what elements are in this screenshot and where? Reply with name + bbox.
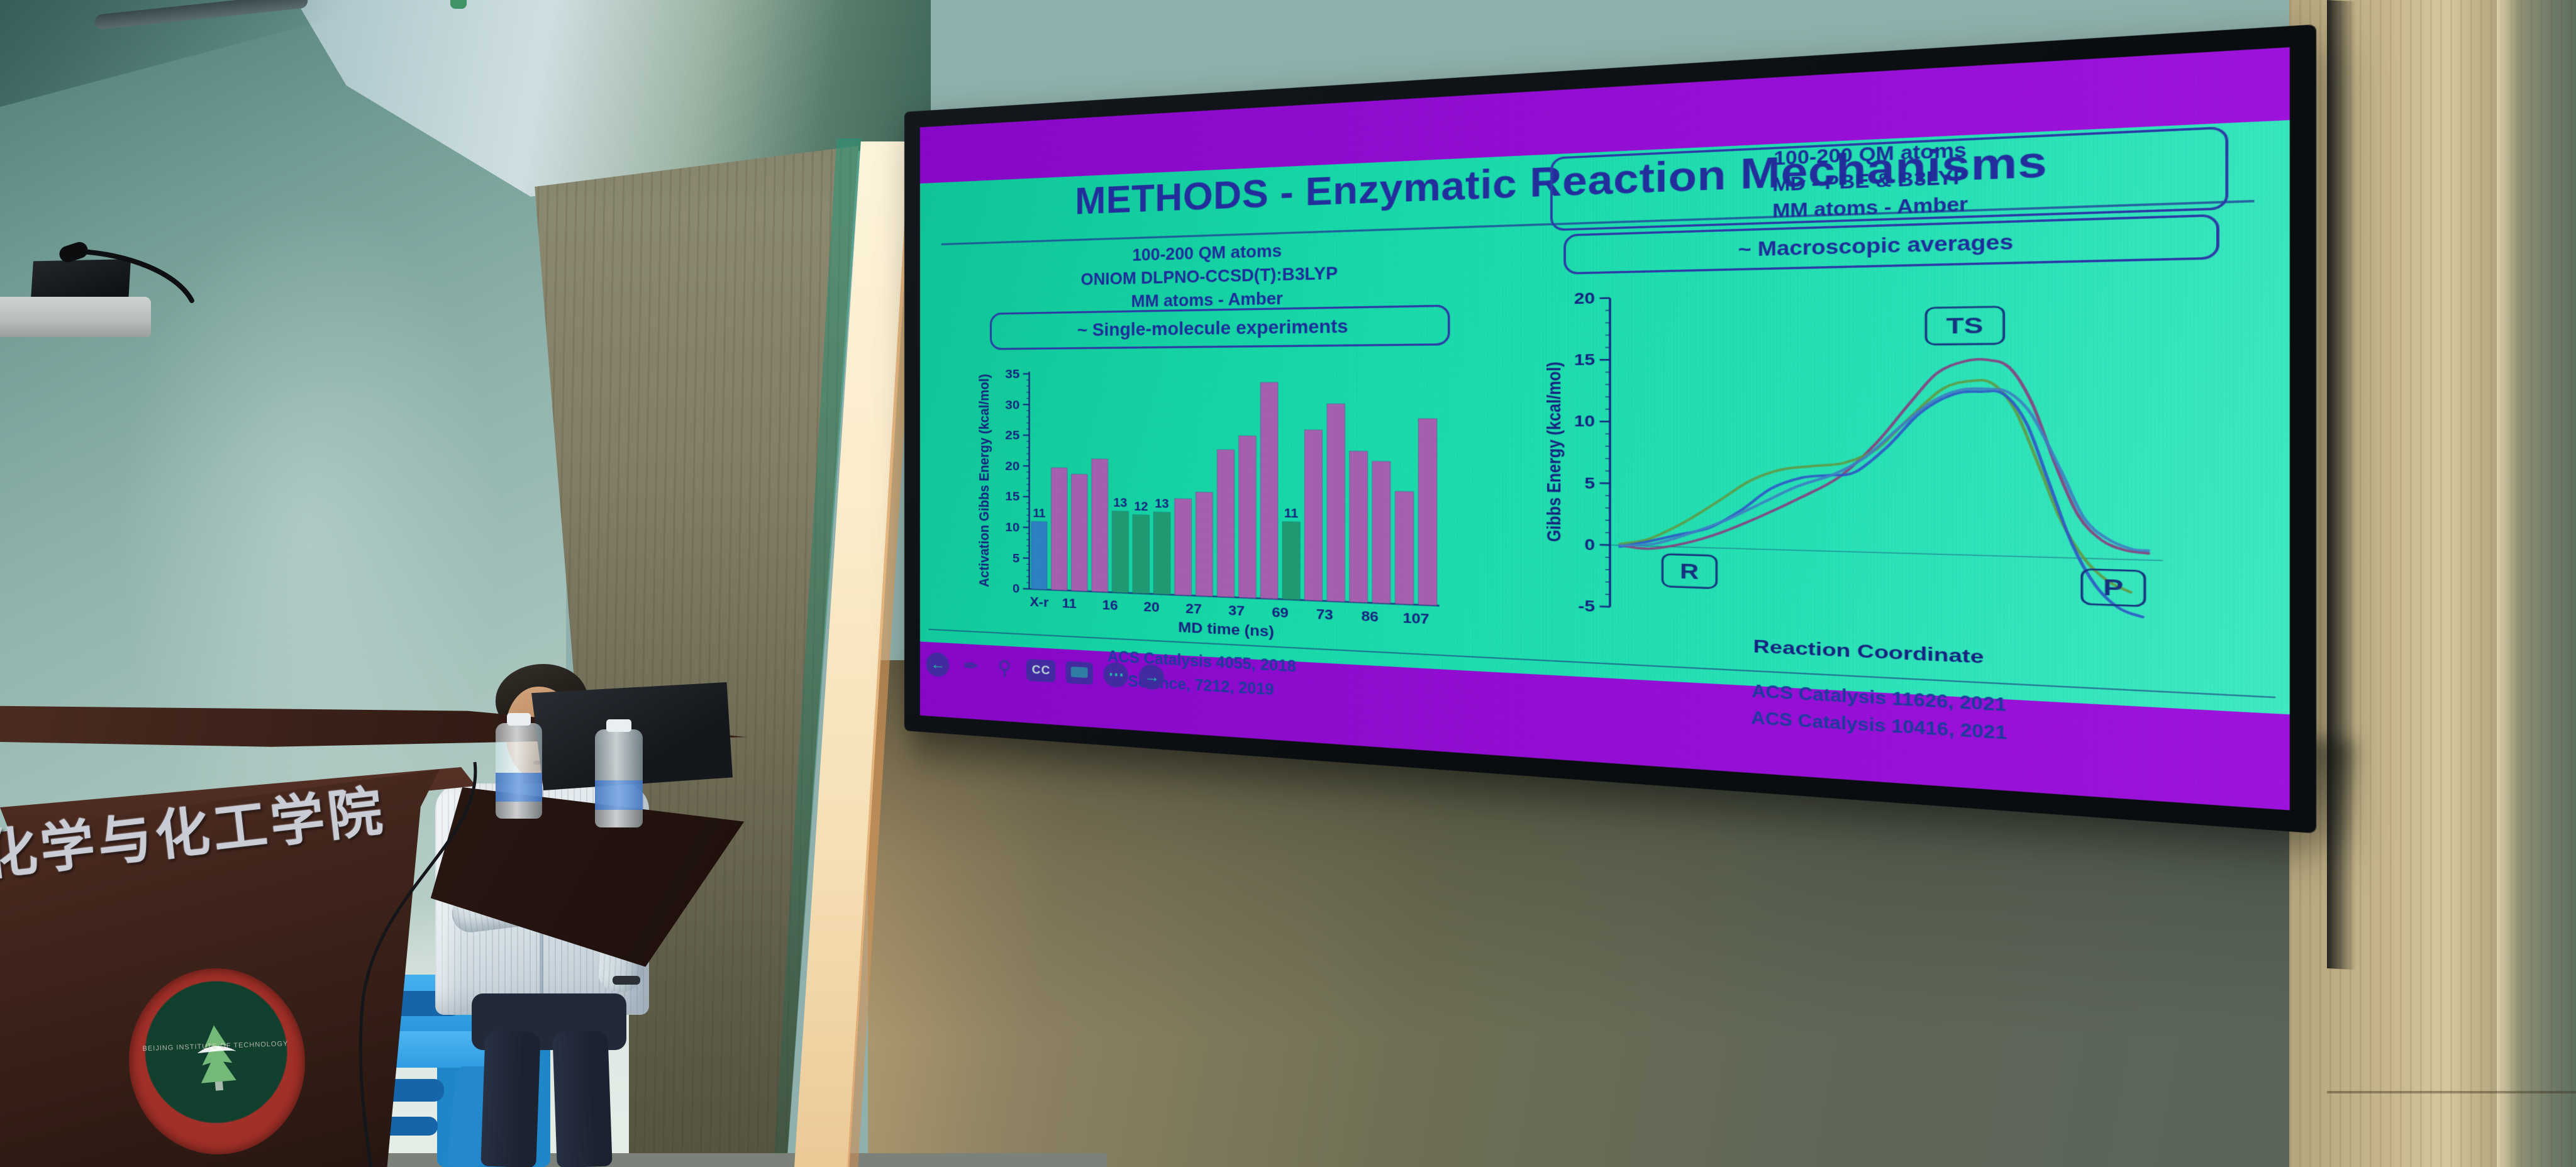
forward-arrow-icon[interactable]: → [1139, 663, 1165, 690]
led-screen: METHODS - Enzymatic Reaction Mechanisms … [904, 24, 2317, 834]
x-tick-label: 27 [1185, 602, 1202, 617]
x-tick-label: 11 [1062, 597, 1077, 612]
magnifier-icon[interactable]: ⚲ [997, 657, 1012, 680]
annotation-label: R [1680, 560, 1699, 584]
console-shelf [0, 297, 151, 337]
x-tick-label: 16 [1102, 599, 1118, 614]
bar-value-label: 11 [1284, 506, 1298, 520]
bar [1396, 491, 1414, 604]
wall-seam [2327, 1091, 2576, 1093]
bar [1350, 451, 1368, 602]
bar [1154, 512, 1171, 594]
annotation-label: P [2103, 575, 2123, 602]
bar [1175, 499, 1192, 595]
water-bottle [595, 719, 643, 827]
y-axis-title: Activation Gibbs Energy (kcal/mol) [978, 374, 992, 588]
closed-captions-icon[interactable]: CC [1026, 658, 1056, 683]
bar-value-label: 11 [1033, 507, 1046, 520]
y-tick-label: -5 [1578, 597, 1595, 615]
gooseneck-microphone [50, 233, 214, 314]
annotation-label: TS [1946, 314, 1984, 340]
podium: 化学与化工学院 BEIJING INSTITUTE OF TECHNOLOGY [0, 654, 792, 1167]
y-tick-label: 0 [1584, 536, 1595, 554]
x-tick-label: 73 [1316, 607, 1333, 623]
x-tick-label: 86 [1362, 609, 1379, 625]
bar [1072, 474, 1088, 591]
water-bottle [496, 713, 542, 819]
x-tick-label: X-r [1030, 595, 1049, 611]
bar [1133, 515, 1149, 594]
y-axis-title: Gibbs Energy (kcal/mol) [1544, 362, 1565, 543]
x-tick-label: 107 [1403, 611, 1430, 628]
bar [1305, 430, 1323, 601]
bar [1327, 404, 1345, 602]
bar [1283, 522, 1301, 600]
y-tick-label: 15 [1574, 351, 1595, 369]
x-tick-label: 69 [1272, 606, 1289, 621]
screen-share-icon[interactable] [1066, 660, 1094, 685]
podium-side [430, 787, 745, 967]
y-tick-label: 30 [1006, 398, 1020, 412]
x-axis-title: MD time (ns) [1179, 619, 1275, 640]
presentation-slide: METHODS - Enzymatic Reaction Mechanisms … [919, 47, 2290, 810]
y-tick-label: 35 [1006, 367, 1020, 381]
y-tick-label: 25 [1006, 429, 1020, 443]
bar [1239, 436, 1257, 598]
back-arrow-icon[interactable]: ← [926, 651, 950, 677]
bar [1261, 382, 1279, 599]
activation-energy-bar-chart: 0 5 10 15 20 25 30 35 11 13 12 13 11 X-r 11 16 20 27 37 69 7… [978, 367, 1450, 640]
y-tick-label: 20 [1574, 290, 1595, 308]
bar [1031, 521, 1047, 590]
bar-value-label: 13 [1155, 497, 1169, 511]
bar-value-label: 13 [1114, 496, 1128, 509]
ceiling-fixture [450, 0, 467, 9]
y-tick-label: 0 [1013, 582, 1020, 596]
pen-icon[interactable]: ✒ [963, 655, 979, 678]
bar [1113, 511, 1129, 593]
y-tick-label: 20 [1006, 459, 1020, 473]
x-tick-label: 20 [1144, 600, 1160, 616]
bar-value-label: 12 [1135, 500, 1148, 513]
single-molecule-box: ~ Single-molecule experiments [989, 304, 1450, 350]
y-tick-label: 5 [1584, 474, 1595, 492]
y-tick-label: 10 [1574, 413, 1595, 431]
energy-curve-trajectory-1 [1619, 358, 2148, 563]
y-tick-label: 5 [1013, 551, 1020, 566]
wristwatch [613, 976, 640, 985]
logo-tree-emblem [197, 1025, 236, 1091]
more-options-icon[interactable]: ⋯ [1103, 661, 1129, 689]
bar [1092, 459, 1108, 592]
y-tick-label: 10 [1006, 521, 1020, 535]
bar [1372, 462, 1391, 604]
x-tick-label: 37 [1228, 604, 1245, 619]
bar [1419, 419, 1438, 606]
screen-bezel: METHODS - Enzymatic Reaction Mechanisms … [904, 24, 2317, 834]
university-logo: BEIJING INSTITUTE OF TECHNOLOGY [121, 961, 313, 1162]
y-tick-label: 15 [1006, 490, 1020, 504]
bar [1196, 492, 1213, 597]
bar [1052, 468, 1068, 590]
bar [1218, 450, 1235, 597]
